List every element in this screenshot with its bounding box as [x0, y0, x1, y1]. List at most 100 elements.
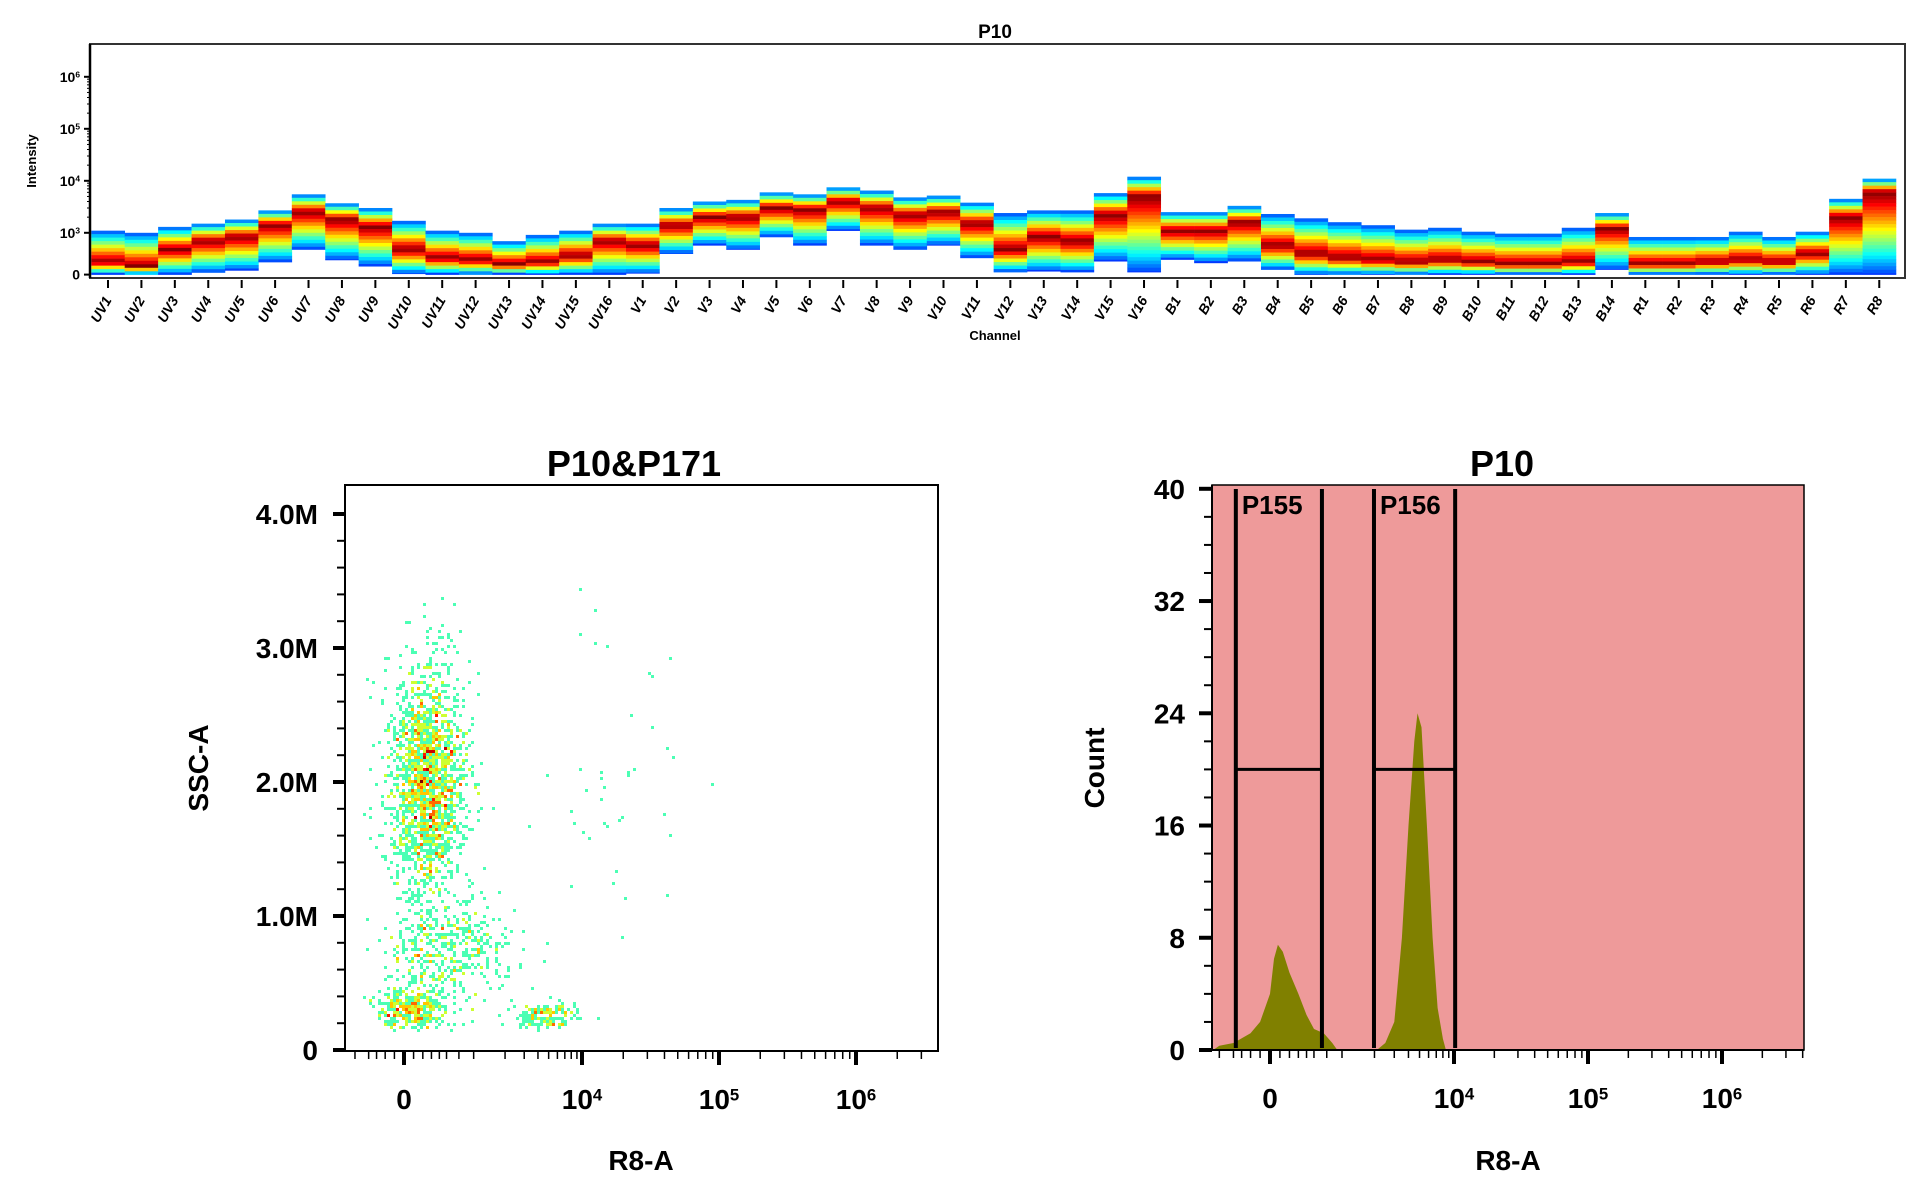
band-segment [1327, 232, 1362, 237]
scatter-point [420, 837, 423, 840]
band-segment [1695, 261, 1730, 266]
band-segment [1662, 271, 1696, 275]
band-segment [1461, 259, 1496, 264]
scatter-point [405, 891, 408, 894]
scatter-point [468, 930, 471, 933]
scatter-point [399, 999, 402, 1002]
band-segment [1528, 247, 1563, 252]
scatter-point [435, 1005, 438, 1008]
scatter-point [423, 807, 426, 810]
scatter-point [393, 1029, 396, 1032]
scatter-point [417, 774, 420, 777]
scatter-point [387, 987, 390, 990]
scatter-point [378, 999, 381, 1002]
scatter-point [435, 759, 438, 762]
scatter-point [438, 891, 441, 894]
band-segment [1394, 268, 1429, 272]
scatter-point [420, 714, 423, 717]
scatter-point [441, 852, 444, 855]
scatter-point [414, 792, 417, 795]
band-segment [1494, 254, 1529, 259]
scatter-point [444, 804, 447, 807]
band-segment [1662, 254, 1696, 259]
scatter-point [423, 738, 426, 741]
band-segment [1093, 228, 1128, 232]
band-segment [1528, 244, 1563, 248]
band-segment [960, 206, 994, 210]
scatter-point [411, 957, 414, 960]
scatter-point [447, 846, 450, 849]
scatter-point [411, 741, 414, 744]
scatter-point [387, 723, 390, 726]
scatter-point [399, 1026, 402, 1029]
spectral-plot: P10 UV1 UV2 UV3 UV4 UV5 UV6 UV7 UV8 UV9 UV10 UV11 U… [24, 22, 1906, 343]
scatter-point [441, 705, 444, 708]
scatter-point [429, 870, 432, 873]
scatter-point [465, 732, 468, 735]
scatter-point [435, 795, 438, 798]
scatter-point [417, 882, 420, 885]
scatter-point [429, 720, 432, 723]
channel-band [659, 207, 694, 254]
band-segment [325, 227, 359, 232]
scatter-point [666, 894, 669, 897]
band-segment [158, 251, 192, 256]
scatter-point [399, 708, 402, 711]
scatter-point [426, 840, 429, 843]
scatter-point [435, 708, 438, 711]
scatter-point [387, 867, 390, 870]
band-segment [960, 220, 994, 224]
scatter-point [468, 729, 471, 732]
gate-p156: P156 [1371, 489, 1458, 1048]
scatter-point [420, 972, 423, 975]
scatter-point [438, 846, 441, 849]
channel-band [358, 207, 393, 267]
band-segment [1394, 236, 1429, 241]
scatter-point [453, 990, 456, 993]
scatter-point [402, 723, 405, 726]
scatter-point [612, 882, 615, 885]
scatter-point [426, 900, 429, 903]
scatter-point [408, 897, 411, 900]
scatter-point [546, 942, 549, 945]
scatter-point [429, 819, 432, 822]
scatter-point [453, 960, 456, 963]
scatter-point [408, 1002, 411, 1005]
band-segment [692, 218, 727, 223]
band-segment [1093, 193, 1128, 197]
band-segment [1394, 264, 1429, 269]
scatter-point [465, 963, 468, 966]
scatter-point [420, 894, 423, 897]
band-segment [1428, 252, 1462, 257]
scatter-point [435, 948, 438, 951]
scatter-point [450, 720, 453, 723]
scatter-point [471, 774, 474, 777]
scatter-point [420, 849, 423, 852]
scatter-point [417, 1014, 420, 1017]
scatter-point [384, 1011, 387, 1014]
scatter-point [462, 735, 465, 738]
band-segment [224, 251, 259, 255]
scatter-point [435, 1002, 438, 1005]
scatter-point [525, 1017, 528, 1020]
scatter-point [396, 810, 399, 813]
band-segment [1027, 252, 1061, 257]
scatter-point [408, 909, 411, 912]
scatter-point [429, 984, 432, 987]
band-segment [1862, 252, 1897, 256]
scatter-point [456, 870, 459, 873]
scatter-point [417, 912, 420, 915]
channel-label: B3 [1228, 293, 1251, 317]
scatter-point [405, 798, 408, 801]
band-segment [425, 262, 460, 266]
scatter-point [387, 774, 390, 777]
scatter-point [399, 852, 402, 855]
channel-label: R8 [1863, 293, 1886, 317]
band-segment [358, 228, 393, 233]
band-segment [1027, 227, 1061, 232]
band-segment [1528, 240, 1563, 245]
band-segment [325, 224, 359, 229]
scatter-point [429, 849, 432, 852]
scatter-point [417, 687, 420, 690]
scatter-point [435, 768, 438, 771]
